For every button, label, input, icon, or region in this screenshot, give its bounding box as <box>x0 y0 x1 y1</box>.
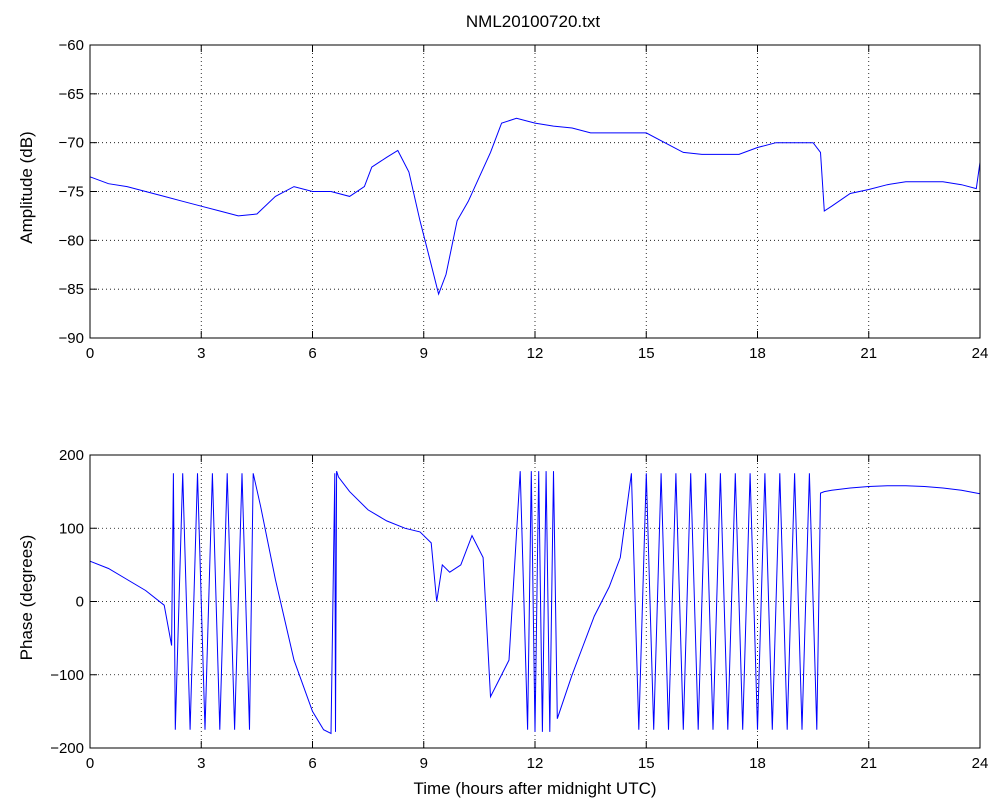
phase-y-tick-label: 100 <box>59 520 84 537</box>
amplitude-x-tick-label: 24 <box>972 345 989 362</box>
amplitude-x-tick-label: 18 <box>749 345 766 362</box>
phase-y-tick-label: −100 <box>50 667 84 684</box>
amplitude-ticks: 0 3 6 9 12 15 18 21 24 −90 −85 −80 −75 −70 −65 −60 <box>59 37 989 362</box>
amplitude-grid <box>90 45 980 338</box>
phase-y-tick-label: −200 <box>50 740 84 757</box>
phase-series-line <box>89 470 981 735</box>
phase-y-tick-label: 0 <box>76 594 84 611</box>
phase-x-tick-label: 3 <box>197 755 205 772</box>
phase-x-tick-label: 0 <box>86 755 94 772</box>
amplitude-y-tick-label: −60 <box>59 37 84 54</box>
phase-y-axis-label: Phase (degrees) <box>17 535 36 661</box>
phase-x-tick-label: 12 <box>527 755 544 772</box>
amplitude-y-tick-label: −85 <box>59 281 84 298</box>
amplitude-x-tick-label: 21 <box>860 345 877 362</box>
amplitude-x-tick-label: 0 <box>86 345 94 362</box>
amplitude-series-line <box>89 117 981 296</box>
chart-title: NML20100720.txt <box>466 12 600 31</box>
phase-x-tick-label: 15 <box>638 755 655 772</box>
phase-x-tick-label: 9 <box>420 755 428 772</box>
phase-x-axis-label: Time (hours after midnight UTC) <box>413 779 656 798</box>
amplitude-y-axis-label: Amplitude (dB) <box>17 131 36 243</box>
amplitude-x-tick-label: 6 <box>308 345 316 362</box>
amplitude-x-tick-label: 12 <box>527 345 544 362</box>
phase-x-tick-label: 24 <box>972 755 989 772</box>
amplitude-y-tick-label: −80 <box>59 232 84 249</box>
phase-x-tick-label: 6 <box>308 755 316 772</box>
phase-y-tick-label: 200 <box>59 447 84 464</box>
amplitude-x-tick-label: 15 <box>638 345 655 362</box>
phase-x-tick-label: 18 <box>749 755 766 772</box>
amplitude-y-tick-label: −90 <box>59 330 84 347</box>
phase-panel: 0 3 6 9 12 15 18 21 24 −200 −100 0 100 200 Phase (deg… <box>17 447 988 798</box>
amplitude-x-tick-label: 3 <box>197 345 205 362</box>
amplitude-panel: 0 3 6 9 12 15 18 21 24 −90 −85 −80 −75 −70 −65 −60 Ampl… <box>17 37 988 362</box>
amplitude-y-tick-label: −65 <box>59 86 84 103</box>
phase-x-tick-label: 21 <box>860 755 877 772</box>
phase-ticks: 0 3 6 9 12 15 18 21 24 −200 −100 0 100 200 <box>50 447 988 772</box>
amplitude-x-tick-label: 9 <box>420 345 428 362</box>
amplitude-y-tick-label: −75 <box>59 184 84 201</box>
amplitude-y-tick-label: −70 <box>59 135 84 152</box>
